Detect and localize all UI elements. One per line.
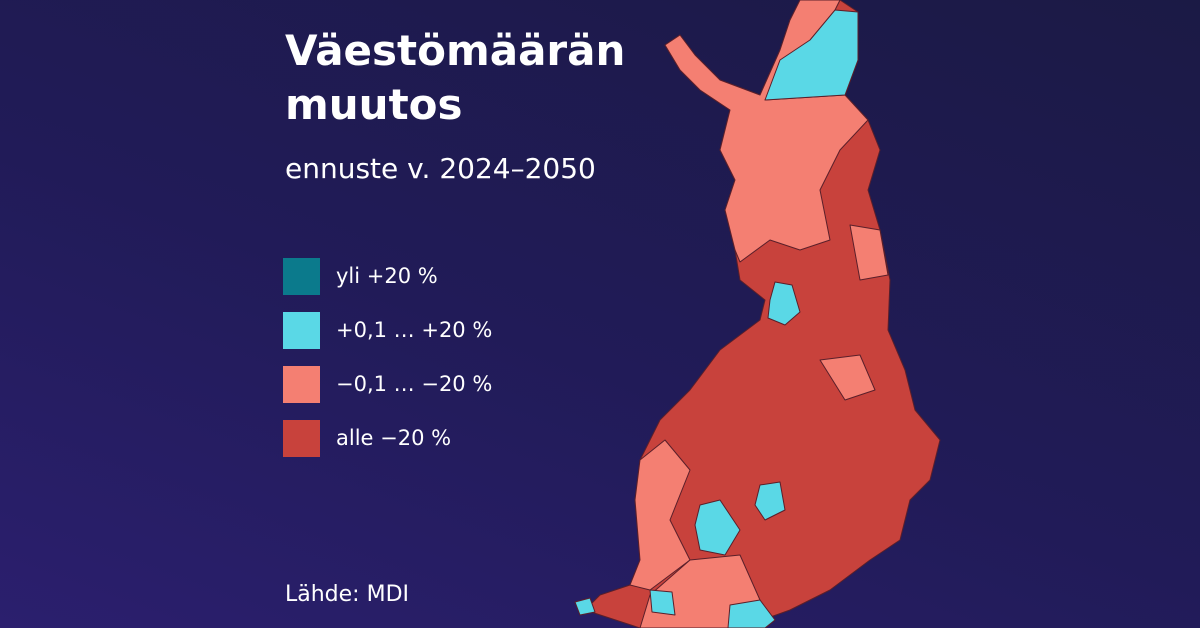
legend-swatch [283, 365, 320, 403]
legend-label: alle −20 % [336, 426, 452, 450]
region-turku [649, 589, 676, 616]
legend-swatch [283, 419, 320, 457]
region-tampere [694, 499, 741, 556]
legend-label: +0,1 … +20 % [336, 318, 493, 342]
legend-item: yli +20 % [283, 257, 492, 295]
region-north [664, 0, 869, 263]
region-centre [819, 354, 876, 401]
region-lapland-north [764, 9, 859, 101]
title: Väestömäärän muutos [285, 26, 626, 129]
source: Lähde: MDI [285, 582, 409, 607]
legend-swatch [283, 257, 320, 295]
region-jyvaskyla [754, 481, 786, 521]
legend-item: +0,1 … +20 % [283, 311, 492, 349]
legend-label: −0,1 … −20 % [336, 372, 493, 396]
legend: yli +20 % +0,1 … +20 % −0,1 … −20 % alle −2… [283, 257, 492, 473]
legend-label: yli +20 % [336, 264, 438, 288]
legend-item: alle −20 % [283, 419, 492, 457]
region-oulu [767, 281, 801, 326]
region-islands [574, 597, 596, 616]
legend-item: −0,1 … −20 % [283, 365, 492, 403]
region-west [629, 439, 691, 591]
region-east [849, 224, 889, 281]
legend-swatch [283, 311, 320, 349]
subtitle: ennuste v. 2024–2050 [285, 152, 596, 185]
region-helsinki [727, 599, 776, 628]
